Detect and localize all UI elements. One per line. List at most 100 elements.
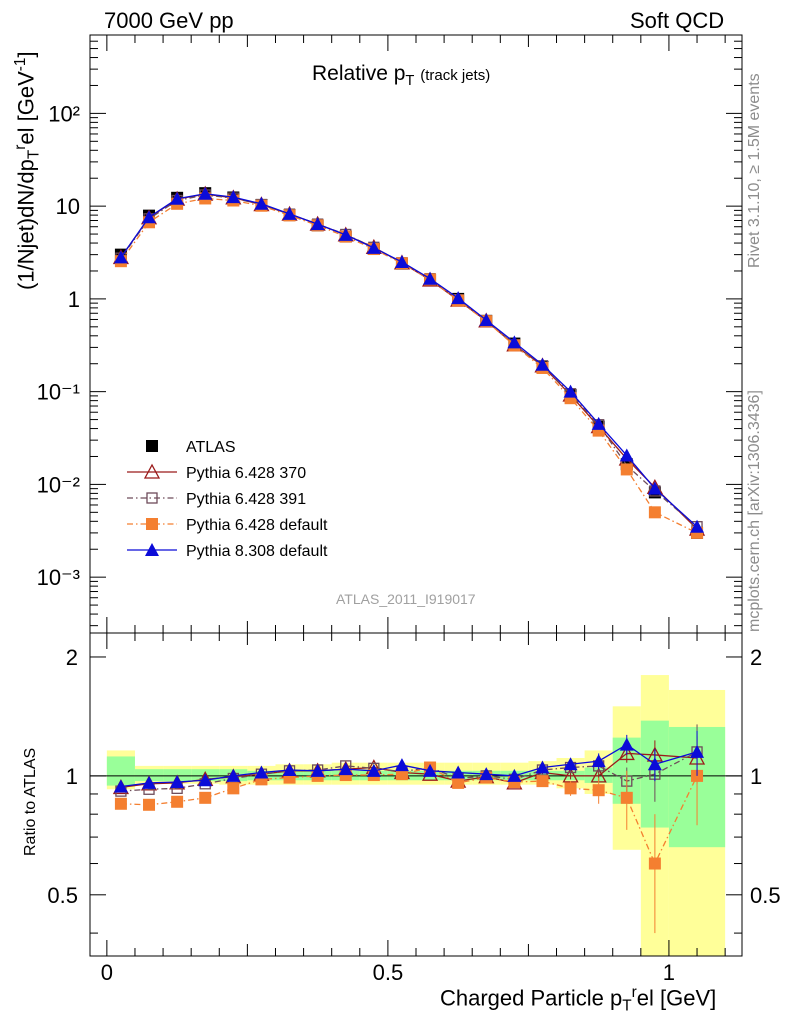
analysis-id: ATLAS_2011_I919017 — [336, 591, 476, 607]
ratio-point — [591, 754, 606, 768]
data-point — [394, 254, 409, 268]
ratio-uncertainty-bands — [106, 675, 726, 956]
data-point — [423, 271, 438, 285]
ratio-point — [479, 767, 494, 781]
xlabel-sup: r — [631, 984, 637, 1001]
data-point — [479, 313, 494, 327]
ratio-point — [338, 762, 353, 776]
ratio-point — [310, 763, 325, 777]
legend-entry: Pythia 6.428 391 — [127, 491, 306, 508]
ratio-series-layer — [112, 724, 706, 934]
ylabel-sup: r — [12, 144, 29, 150]
ratio-point — [423, 763, 438, 777]
main-y-tick-label: 10⁻³ — [37, 565, 80, 590]
ratio-point — [143, 798, 156, 811]
data-point — [620, 463, 633, 476]
ratio-point — [592, 784, 605, 797]
ratio-y-tick-label-right: 2 — [750, 645, 762, 670]
ratio-y-tick-label: 2 — [66, 645, 78, 670]
ratio-y-tick-label: 0.5 — [47, 883, 78, 908]
data-point — [563, 384, 578, 398]
series-pythia-6-428-370 — [112, 185, 706, 536]
ratio-y-tick-label-right: 0.5 — [750, 883, 781, 908]
x-tick-label: 0.5 — [373, 960, 404, 985]
ylabel-exp: -1 — [12, 57, 29, 72]
data-point — [591, 416, 606, 430]
ylabel-sub: T — [25, 149, 43, 160]
data-point — [451, 291, 466, 305]
main-y-tick-label: 1 — [68, 287, 80, 312]
data-point — [226, 190, 241, 204]
ratio-point — [452, 776, 465, 789]
ylabel-close: ] — [13, 51, 39, 58]
main-y-tick-label: 10² — [48, 101, 80, 126]
ratio-point — [142, 775, 157, 789]
data-point — [648, 506, 661, 519]
legend-entry: Pythia 8.308 default — [127, 543, 328, 560]
data-point — [198, 186, 213, 200]
legend-label: Pythia 8.308 default — [186, 543, 328, 560]
legend-entry: ATLAS — [146, 439, 236, 456]
xlabel-sub: T — [622, 997, 632, 1015]
series-atlas — [114, 187, 704, 539]
legend-marker — [146, 440, 158, 452]
legend-marker — [146, 492, 158, 504]
ratio-point — [563, 757, 578, 771]
legend-marker — [146, 518, 158, 530]
x-axis-label: Charged Particle pTrel [GeV] — [440, 984, 716, 1016]
ratio-point — [451, 765, 466, 779]
series-line — [120, 197, 698, 534]
ratio-point — [198, 773, 213, 787]
legend-label: ATLAS — [186, 439, 236, 456]
main-y-tick-label: 10⁻² — [37, 472, 80, 497]
ratio-point — [171, 795, 184, 808]
ratio-point — [366, 763, 381, 777]
main-y-tick-label: 10⁻¹ — [37, 380, 80, 405]
ratio-point — [227, 782, 240, 795]
ratio-point — [690, 744, 705, 758]
data-point — [113, 250, 128, 264]
ylabel-main: (1/Njet)dN/dp — [13, 159, 39, 290]
ratio-point — [394, 758, 409, 772]
data-point — [507, 335, 522, 349]
legend: ATLAS Pythia 6.428 370 Pythia 6.428 391 Pyt… — [127, 439, 328, 560]
legend-label: Pythia 6.428 default — [186, 517, 328, 534]
series-pythia-8-308-default — [113, 186, 705, 533]
ratio-point — [254, 765, 269, 779]
rivet-version-text: Rivet 3.1.10, ≥ 1.5M events — [746, 73, 763, 268]
mcplots-text: mcplots.cern.ch [arXiv:1306.3436] — [746, 390, 763, 632]
xlabel-main: Charged Particle p — [440, 985, 623, 1011]
legend-entry: Pythia 6.428 default — [127, 517, 328, 534]
data-point — [170, 191, 185, 205]
ratio-point — [564, 782, 577, 795]
ratio-point — [507, 768, 522, 782]
ratio-point — [648, 857, 661, 870]
legend-marker — [145, 543, 159, 556]
legend-entry: Pythia 6.428 370 — [127, 463, 306, 482]
ratio-point — [113, 779, 128, 793]
ratio-point — [226, 768, 241, 782]
panel-title: Relative pT (track jets) — [312, 62, 490, 89]
data-point — [647, 481, 662, 495]
ratio-point — [170, 775, 185, 789]
data-point — [535, 357, 550, 371]
data-point — [282, 206, 297, 220]
ratio-point — [282, 762, 297, 776]
ratio-y-tick-label: 1 — [66, 764, 78, 789]
ratio-point — [535, 760, 550, 774]
main-y-axis-label: (1/Njet)dN/dpTrel [GeV-1] — [12, 51, 44, 290]
header-left: 7000 GeV pp — [104, 8, 234, 33]
data-point — [690, 519, 705, 533]
data-point — [142, 210, 157, 224]
legend-label: Pythia 6.428 391 — [186, 491, 306, 508]
ratio-point — [199, 791, 212, 804]
ratio-y-axis-label: Ratio to ATLAS — [22, 747, 39, 856]
data-point — [619, 448, 634, 462]
panel-title-sub: T — [405, 73, 415, 90]
ratio-line — [120, 751, 698, 792]
data-point — [310, 217, 325, 231]
ratio-point — [619, 737, 634, 751]
panel-title-extra: (track jets) — [420, 67, 491, 84]
series-layer — [112, 185, 706, 539]
ratio-series-pythia-8-308-default — [113, 730, 705, 793]
